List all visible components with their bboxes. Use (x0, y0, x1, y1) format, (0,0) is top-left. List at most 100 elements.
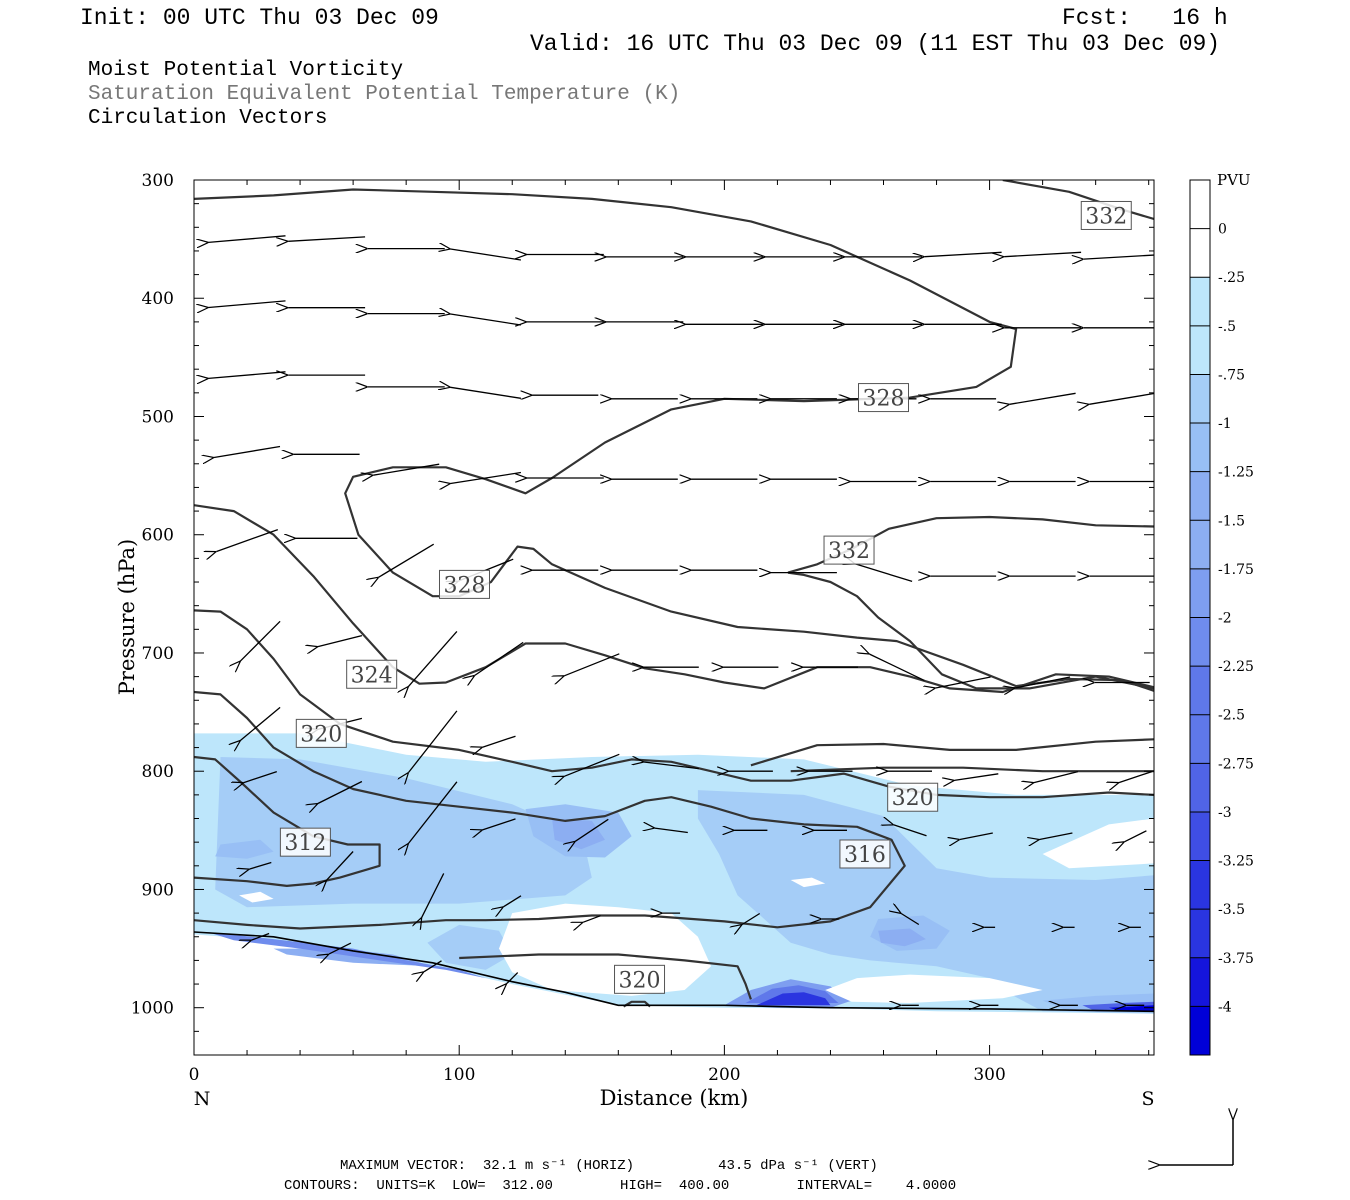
colorbar-label: -3.5 (1218, 902, 1245, 918)
south-label: S (1141, 1088, 1154, 1110)
circulation-vector (936, 676, 991, 688)
theta-es-contour-320 (623, 1000, 651, 1008)
contour-label: 316 (839, 839, 891, 869)
title-theta-es: Saturation Equivalent Potential Temperat… (88, 83, 681, 106)
colorbar-label: 0 (1218, 222, 1227, 238)
colorbar-band (1190, 228, 1210, 278)
theta-es-contour-324 (750, 738, 1154, 767)
y-tick-label: 500 (142, 407, 174, 427)
x-axis-label: Distance (km) (600, 1086, 749, 1110)
circulation-vector (960, 832, 993, 840)
footer-contours: CONTOURS: UNITS=K LOW= 312.00 HIGH= 400.… (284, 1178, 957, 1194)
mpv-shade-region (207, 932, 486, 979)
circulation-vector (451, 471, 522, 484)
colorbar-label: -.25 (1218, 270, 1245, 286)
circulation-vector (869, 654, 925, 681)
x-tick-label: 0 (189, 1065, 200, 1085)
colorbar-label: -2.25 (1218, 659, 1254, 675)
circulation-vector (241, 620, 281, 661)
circulation-vector (1034, 770, 1079, 783)
circulation-vector (409, 781, 458, 844)
colorbar-band (1190, 423, 1210, 473)
colorbar-label: -1.75 (1218, 562, 1254, 578)
mpv-shade-region (756, 992, 831, 1006)
circulation-vector (288, 236, 366, 241)
y-tick-label: 600 (142, 526, 174, 546)
circulation-vector (1004, 251, 1082, 256)
colorbar-band (1190, 277, 1210, 327)
mpv-shade-region (1108, 1005, 1154, 1012)
y-tick-label: 1000 (131, 999, 174, 1019)
colorbar-band (1190, 763, 1210, 813)
circulation-vector (1119, 770, 1153, 783)
y-tick-label: 400 (142, 289, 174, 309)
circulation-vector (241, 706, 281, 740)
circulation-vector (409, 710, 458, 773)
colorbar-band (1190, 325, 1210, 375)
circulation-vector (507, 972, 519, 984)
theta-es-contour-320 (194, 690, 906, 930)
theta-es-contour-320 (459, 953, 752, 1000)
colorbar-unit: PVU (1217, 171, 1251, 189)
contour-label-text: 320 (892, 786, 934, 811)
init-time: Init: 00 UTC Thu 03 Dec 09 (80, 5, 439, 31)
footer-max-vector: MAXIMUM VECTOR: 32.1 m s⁻¹ (HORIZ) 43.5 … (340, 1158, 878, 1174)
colorbar-band (1190, 568, 1210, 618)
contour-label: 332 (1080, 200, 1132, 230)
colorbar-label: -3 (1218, 805, 1232, 821)
colorbar-band (1190, 811, 1210, 862)
mpv-shade-region (239, 891, 274, 903)
circulation-vector (318, 780, 363, 804)
colorbar-band (1190, 714, 1210, 764)
circulation-vector (1015, 676, 1071, 688)
mpv-shade-region (790, 877, 826, 888)
contour-label-text: 312 (284, 831, 326, 856)
circulation-vector (954, 773, 999, 781)
north-label: N (194, 1088, 211, 1110)
contour-label-text: 332 (1085, 204, 1127, 229)
valid-time: Valid: 16 UTC Thu 03 Dec 09 (11 EST Thu … (530, 31, 1221, 57)
circulation-vector (214, 445, 281, 458)
y-tick-label: 900 (142, 880, 174, 900)
colorbar-band (1190, 471, 1210, 521)
circulation-vector (249, 861, 272, 870)
circulation-vector (855, 564, 913, 583)
colorbar-label: -2.75 (1218, 756, 1254, 772)
circulation-vector (422, 873, 445, 917)
colorbar-label: -.5 (1218, 319, 1236, 335)
contour-label-text: 320 (300, 722, 342, 747)
contour-label: 328 (858, 383, 910, 413)
y-tick-label: 800 (142, 762, 174, 782)
colorbar-band (1190, 180, 1210, 230)
circulation-vector (373, 463, 440, 475)
x-tick-label: 300 (973, 1065, 1005, 1085)
circulation-vector (451, 387, 522, 399)
circulation-vector (1039, 832, 1073, 840)
reference-vector-key (1160, 1120, 1233, 1165)
circulation-vector (327, 851, 354, 881)
colorbar-band (1190, 520, 1210, 570)
y-tick-label: 300 (142, 171, 174, 191)
title-vectors: Circulation Vectors (88, 107, 328, 130)
circulation-vector (894, 825, 927, 837)
circulation-vector (1124, 830, 1147, 842)
contour-label-text: 328 (443, 573, 485, 598)
circulation-vector (451, 314, 522, 326)
circulation-vector (216, 528, 279, 552)
circulation-vector (575, 818, 609, 841)
circulation-vector (1010, 392, 1076, 404)
colorbar-label: -1.5 (1218, 513, 1245, 529)
colorbar-label: -.75 (1218, 367, 1245, 383)
colorbar-band (1190, 1006, 1210, 1056)
mpv-shade-region (427, 924, 513, 970)
theta-es-contour-332 (1002, 180, 1154, 221)
forecast-hour: Fcst: 16 h (1062, 5, 1228, 31)
circulation-vector (1084, 254, 1154, 259)
y-tick-label: 700 (142, 644, 174, 664)
contour-label: 320 (887, 782, 939, 812)
contour-label: 312 (279, 827, 331, 857)
title-mpv: Moist Potential Vorticity (88, 59, 404, 82)
x-tick-label: 100 (443, 1065, 475, 1085)
circulation-vector (209, 300, 286, 308)
